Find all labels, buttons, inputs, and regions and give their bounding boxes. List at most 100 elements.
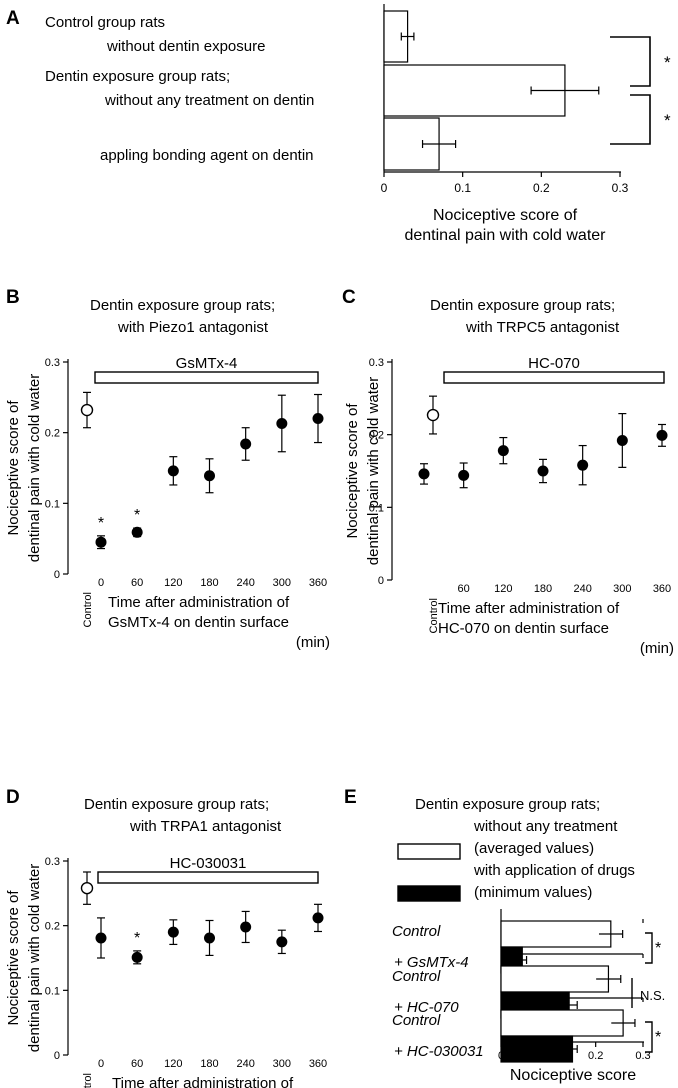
xtick-label-d: 240 [236, 1058, 254, 1070]
tick-label-a: 0.3 [612, 181, 629, 195]
data-point-b-60 [131, 526, 143, 538]
ylabel-c: Nociceptive score of [344, 403, 361, 539]
legend-label-e: without any treatment [473, 818, 618, 835]
xtick-label-c: 180 [534, 583, 552, 595]
group-drug-label-e: + HC-030031 [394, 1043, 484, 1060]
tick-label-a: 0 [381, 181, 388, 195]
drug-bar-c [443, 371, 665, 384]
tick-label-e: 0 [498, 1050, 504, 1062]
sig-star-b: * [134, 507, 140, 524]
xtick-label-b: 300 [273, 577, 291, 589]
sig-bracket-a-0 [610, 36, 651, 87]
xtick-label-d: 300 [273, 1058, 291, 1070]
xtick-label-b: 60 [131, 577, 143, 589]
legend-label-e: (averaged values) [474, 840, 594, 857]
xtick-label-d: 180 [200, 1058, 218, 1070]
control-label-b: Control [82, 592, 94, 627]
ytick-label-c: 0.2 [369, 430, 384, 442]
data-point-d-0 [95, 932, 107, 944]
ytick-label-b: 0.3 [45, 357, 60, 369]
group-drug-label-e: + HC-070 [394, 999, 459, 1016]
panel-label-c: C [342, 287, 356, 308]
ytick-label-c: 0.1 [369, 502, 384, 514]
xtick-label-c: 300 [613, 583, 631, 595]
data-point-b-0 [95, 536, 107, 548]
ytick-label-c: 0 [378, 575, 384, 587]
unit-label-c: (min) [640, 640, 674, 657]
data-point-c-360 [656, 429, 668, 441]
data-point-c-300 [616, 434, 628, 446]
bar-e-control-0 [500, 920, 612, 948]
sig-star-d: * [134, 930, 140, 947]
control-point-b [80, 403, 94, 417]
data-point-b-360 [312, 413, 324, 425]
data-point-d-120 [167, 926, 179, 938]
ytick-label-d: 0.1 [45, 985, 60, 997]
drug-bar-d [97, 871, 319, 884]
data-point-b-300 [276, 417, 288, 429]
bar-e-drug-2 [500, 1035, 574, 1063]
panel-label-b: B [6, 287, 20, 308]
tick-label-a: 0.2 [533, 181, 550, 195]
control-label-c: Control [428, 598, 440, 633]
sig-bracket-e-0 [645, 932, 653, 964]
tick-label-e: 0.3 [635, 1050, 650, 1062]
panel-label-d: D [6, 787, 20, 808]
panel-title-e: Dentin exposure group rats; [415, 796, 600, 813]
group-control-label-e: Control [392, 1012, 441, 1029]
xtick-label-d: 0 [98, 1058, 104, 1070]
tick-label-e: 0.1 [541, 1050, 556, 1062]
category-label-a: without dentin exposure [106, 38, 265, 55]
ylabel-c: dentinal pain with cold water [365, 377, 382, 565]
tick-label-a: 0.1 [454, 181, 471, 195]
drug-label-c: HC-070 [528, 355, 580, 372]
data-point-d-240 [240, 921, 252, 933]
ylabel-d: Nociceptive score of [5, 890, 22, 1026]
xlabel-b: GsMTx-4 on dentin surface [108, 614, 289, 631]
xtick-label-b: 120 [164, 577, 182, 589]
ytick-label-b: 0 [54, 569, 60, 581]
bar-e-control-1 [500, 965, 610, 993]
group-drug-label-e: + GsMTx-4 [394, 954, 469, 971]
category-label-a: Dentin exposure group rats; [45, 68, 230, 85]
category-label-a: appling bonding agent on dentin [100, 147, 314, 164]
legend-swatch-white [397, 843, 461, 860]
panel-title-b: Dentin exposure group rats; [90, 297, 275, 314]
ylabel-d: dentinal pain with cold water [26, 864, 43, 1052]
drug-bar-b [94, 371, 319, 384]
xtick-label-c: 360 [653, 583, 671, 595]
xtick-label-c: 120 [494, 583, 512, 595]
legend-label-e: (minimum values) [474, 884, 592, 901]
ytick-label-d: 0.3 [45, 856, 60, 868]
control-label-d: Control [82, 1073, 94, 1088]
xlabel-d: Time after administration of [112, 1075, 294, 1088]
xtick-label-d: 120 [164, 1058, 182, 1070]
xtick-label-b: 240 [236, 577, 254, 589]
drug-label-d: HC-030031 [170, 855, 247, 872]
bar-e-control-2 [500, 1009, 624, 1037]
ytick-label-b: 0.1 [45, 498, 60, 510]
sig-star-e: * [655, 940, 661, 957]
xtick-label-b: 180 [200, 577, 218, 589]
sig-star-b: * [98, 515, 104, 532]
group-control-label-e: Control [392, 968, 441, 985]
xtick-label-b: 0 [98, 577, 104, 589]
xlabel-c: Time after administration of [438, 600, 620, 617]
xtick-label-b: 360 [309, 577, 327, 589]
panel-title-d: with TRPA1 antagonist [129, 818, 282, 835]
ylabel-b: dentinal pain with cold water [26, 374, 43, 562]
data-point-d-180 [204, 932, 215, 944]
ytick-label-b: 0.2 [45, 428, 60, 440]
sig-bracket-e-2 [645, 1021, 653, 1053]
legend-label-e: with application of drugs [473, 862, 635, 879]
xtick-label-c: 240 [573, 583, 591, 595]
sig-ns-e: N.S. [640, 988, 665, 1003]
xlabel-b: Time after administration of [108, 594, 290, 611]
data-point-c-60 [458, 469, 470, 481]
ytick-label-d: 0 [54, 1050, 60, 1062]
legend-swatch-black [397, 885, 461, 902]
ytick-label-c: 0.3 [369, 357, 384, 369]
control-point-d [80, 881, 94, 895]
sig-bracket-a-1 [610, 94, 651, 145]
